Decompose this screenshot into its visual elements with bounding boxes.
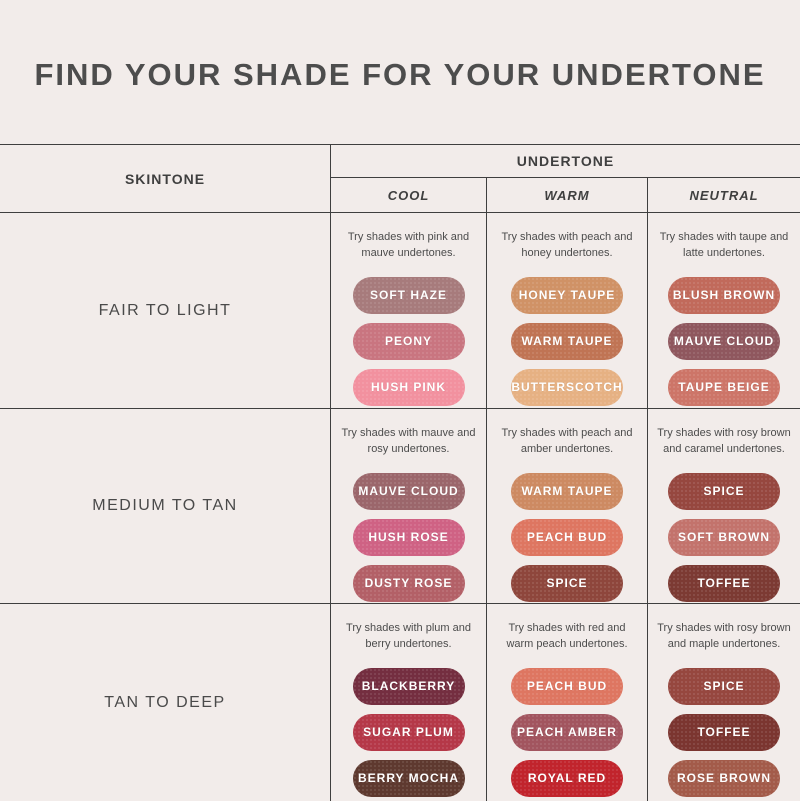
shade-name: MAUVE CLOUD — [673, 334, 775, 349]
shade-name: ROYAL RED — [527, 771, 607, 786]
cell-description: Try shades with rosy brown and caramel u… — [657, 427, 791, 455]
shade-name: TAUPE BEIGE — [678, 380, 770, 395]
shade-table: SKINTONE UNDERTONE COOL WARM NEUTRAL FAI… — [0, 144, 800, 801]
shade-name: SPICE — [703, 679, 745, 694]
undertone-col-neutral: NEUTRAL — [647, 178, 800, 213]
shade-name: PEACH BUD — [526, 679, 608, 694]
shade-pill: SOFT BROWN — [668, 518, 780, 556]
shade-cell-medium-cool: Try shades with mauve and rosy undertone… — [330, 409, 486, 604]
shade-name: BERRY MOCHA — [357, 771, 459, 786]
shade-cell-fair-neutral: Try shades with taupe and latte underton… — [647, 213, 800, 409]
shade-name: MAUVE CLOUD — [358, 484, 459, 499]
shade-pill: TOFFEE — [668, 713, 780, 751]
shade-cell-fair-cool: Try shades with pink and mauve undertone… — [330, 213, 486, 409]
shade-pill: HUSH ROSE — [352, 518, 465, 556]
cell-description: Try shades with peach and amber underton… — [501, 427, 633, 455]
shade-pill: SUGAR PLUM — [352, 713, 465, 751]
shade-name: PEACH AMBER — [517, 725, 617, 740]
shade-name: WARM TAUPE — [521, 484, 613, 499]
shade-pill: BUTTERSCOTCH — [511, 368, 623, 406]
shade-name: HONEY TAUPE — [518, 288, 616, 303]
shade-pill: SPICE — [668, 667, 780, 705]
shade-cell-deep-neutral: Try shades with rosy brown and maple und… — [647, 604, 800, 801]
shade-name: HUSH PINK — [370, 380, 446, 395]
shade-name: SPICE — [703, 484, 745, 499]
shade-name: HUSH ROSE — [368, 530, 449, 545]
shade-pill: TOFFEE — [668, 564, 780, 602]
shade-pill: PEACH BUD — [511, 518, 623, 556]
shade-pill: DUSTY ROSE — [352, 564, 465, 602]
skintone-row-label: FAIR TO LIGHT — [0, 213, 330, 409]
shade-name: BLACKBERRY — [361, 679, 456, 694]
undertone-col-cool: COOL — [330, 178, 486, 213]
shade-pill: BERRY MOCHA — [352, 759, 465, 797]
shade-pill: PEACH AMBER — [511, 713, 623, 751]
shade-pill: HONEY TAUPE — [511, 276, 623, 314]
shade-pill: BLUSH BROWN — [668, 276, 780, 314]
shade-name: PEACH BUD — [526, 530, 608, 545]
shade-name: BUTTERSCOTCH — [511, 380, 623, 395]
shade-pill: ROYAL RED — [511, 759, 623, 797]
shade-name: DUSTY ROSE — [364, 576, 453, 591]
shade-name: PEONY — [384, 334, 432, 349]
cell-description: Try shades with peach and honey underton… — [501, 231, 633, 259]
shade-pill: MAUVE CLOUD — [352, 472, 465, 510]
shade-pill: WARM TAUPE — [511, 472, 623, 510]
shade-name: BLUSH BROWN — [672, 288, 776, 303]
undertone-header: UNDERTONE — [330, 145, 800, 178]
shade-pill: TAUPE BEIGE — [668, 368, 780, 406]
cell-description: Try shades with mauve and rosy undertone… — [341, 427, 476, 455]
shade-pill: HUSH PINK — [352, 368, 465, 406]
shade-name: ROSE BROWN — [677, 771, 771, 786]
shade-name: SPICE — [546, 576, 588, 591]
shade-name: TOFFEE — [697, 725, 751, 740]
shade-pill: ROSE BROWN — [668, 759, 780, 797]
cell-description: Try shades with red and warm peach under… — [506, 622, 628, 650]
skintone-row-label: MEDIUM TO TAN — [0, 409, 330, 604]
shade-name: WARM TAUPE — [521, 334, 613, 349]
shade-name: TOFFEE — [697, 576, 751, 591]
shade-pill: MAUVE CLOUD — [668, 322, 780, 360]
cell-description: Try shades with plum and berry undertone… — [346, 622, 471, 650]
shade-name: SUGAR PLUM — [363, 725, 454, 740]
skintone-row-label: TAN TO DEEP — [104, 693, 226, 711]
shade-pill: BLACKBERRY — [352, 667, 465, 705]
shade-pill: PEONY — [352, 322, 465, 360]
undertone-col-warm: WARM — [486, 178, 647, 213]
shade-cell-medium-neutral: Try shades with rosy brown and caramel u… — [647, 409, 800, 604]
shade-cell-deep-warm: Try shades with red and warm peach under… — [486, 604, 647, 801]
shade-name: SOFT BROWN — [678, 530, 770, 545]
shade-cell-deep-cool: Try shades with plum and berry undertone… — [330, 604, 486, 801]
cell-description: Try shades with rosy brown and maple und… — [657, 622, 791, 650]
shade-pill: WARM TAUPE — [511, 322, 623, 360]
shade-pill: SPICE — [511, 564, 623, 602]
shade-cell-medium-warm: Try shades with peach and amber underton… — [486, 409, 647, 604]
skintone-header: SKINTONE — [0, 145, 330, 213]
cell-description: Try shades with taupe and latte underton… — [659, 231, 789, 259]
shade-name: SOFT HAZE — [370, 288, 447, 303]
shade-pill: PEACH BUD — [511, 667, 623, 705]
shade-pill: SPICE — [668, 472, 780, 510]
shade-pill: SOFT HAZE — [352, 276, 465, 314]
page-title: FIND YOUR SHADE FOR YOUR UNDERTONE — [34, 57, 766, 92]
shade-cell-fair-warm: Try shades with peach and honey underton… — [486, 213, 647, 409]
cell-description: Try shades with pink and mauve undertone… — [347, 231, 470, 259]
